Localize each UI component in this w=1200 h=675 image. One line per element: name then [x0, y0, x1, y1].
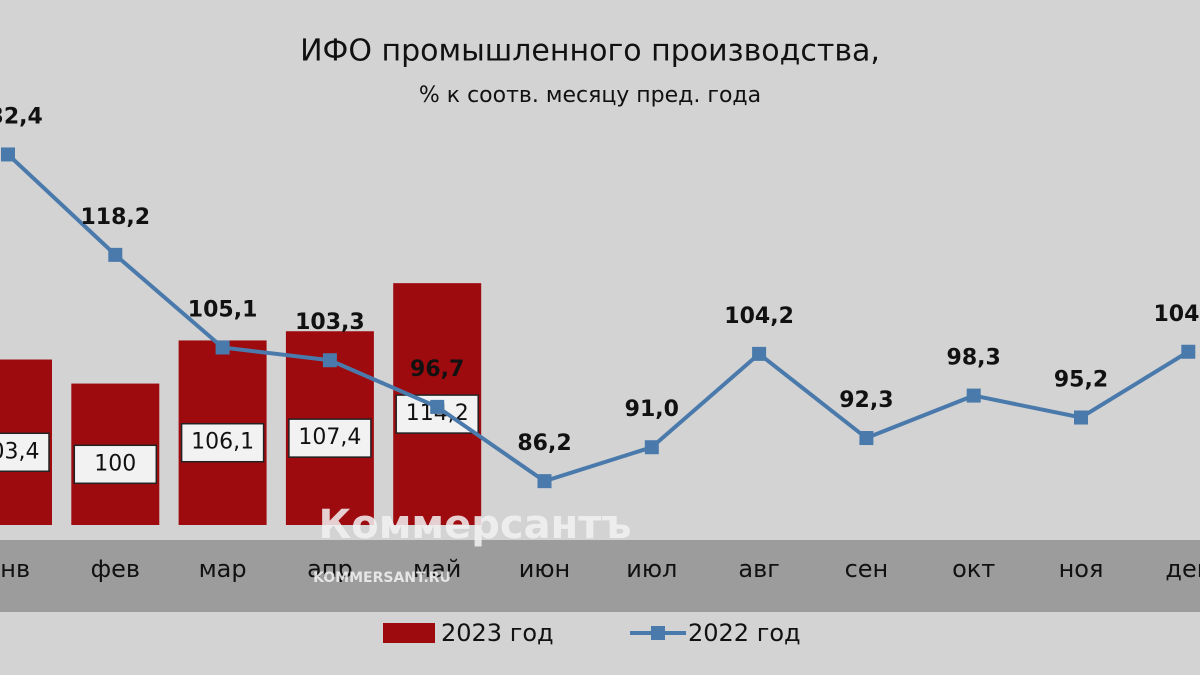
- value-label-box: [73, 444, 158, 485]
- chart-title: ИФО промышленного производства,: [300, 34, 880, 69]
- chart-subtitle: % к соотв. месяцу пред. года: [419, 83, 761, 108]
- x-tick-label: апр: [307, 555, 353, 583]
- line-marker: [1181, 344, 1196, 359]
- value-label-box: [288, 418, 372, 458]
- legend-label: 2023 год: [441, 619, 554, 647]
- value-label: 96,7: [410, 357, 464, 382]
- line-marker: [859, 431, 874, 446]
- x-tick-label: янв: [0, 555, 30, 583]
- legend-swatch-marker: [651, 626, 665, 640]
- line-marker: [1, 147, 15, 162]
- value-label: 100: [94, 451, 136, 476]
- x-tick-label: сен: [845, 555, 889, 583]
- axis-band: [0, 540, 1200, 612]
- value-label: 91,0: [625, 397, 679, 422]
- line-marker: [215, 340, 230, 355]
- value-label: 98,3: [947, 346, 1001, 371]
- line: [6, 152, 1190, 484]
- line-marker: [966, 388, 981, 403]
- value-label-box: [180, 422, 265, 463]
- x-tick-label: июл: [626, 555, 677, 583]
- line-marker: [108, 247, 123, 262]
- value-label: 106,1: [191, 430, 254, 455]
- value-label: 103,3: [295, 310, 365, 335]
- watermark-site: KOMMERSANT.RU: [313, 570, 451, 586]
- line-marker: [644, 440, 659, 455]
- line-marker: [430, 399, 445, 414]
- x-tick-label: авг: [738, 555, 779, 583]
- x-tick-label: дек: [1165, 555, 1200, 583]
- value-label-box: [0, 432, 50, 473]
- value-label: 104,5: [1154, 302, 1200, 327]
- line-marker: [1074, 410, 1088, 425]
- value-label: 105,1: [188, 298, 258, 323]
- x-tick-label: фев: [91, 555, 140, 583]
- value-label: 95,2: [1054, 368, 1108, 393]
- x-tick-label: май: [413, 555, 461, 583]
- value-label: 118,2: [81, 205, 151, 230]
- legend-label: 2022 год: [688, 619, 801, 647]
- value-label: 132,4: [0, 104, 43, 129]
- value-label: 92,3: [839, 388, 893, 413]
- plot: янв фев мар апр май июн июл авг сен окт ноя дек 103,…: [0, 104, 1200, 583]
- watermark-brand: Коммерсантъ: [319, 502, 632, 548]
- x-tick-label: ноя: [1059, 555, 1104, 583]
- line-marker: [322, 353, 337, 368]
- value-label: 103,4: [0, 439, 39, 464]
- x-tick-label: окт: [952, 555, 995, 583]
- value-label: 107,4: [298, 425, 361, 450]
- line-marker: [537, 474, 552, 489]
- line-marker: [752, 346, 767, 361]
- x-tick-label: июн: [519, 555, 571, 583]
- legend-swatch: [383, 623, 435, 643]
- value-label: 104,2: [724, 304, 794, 329]
- x-tick-label: мар: [199, 555, 247, 583]
- value-label: 86,2: [517, 431, 571, 456]
